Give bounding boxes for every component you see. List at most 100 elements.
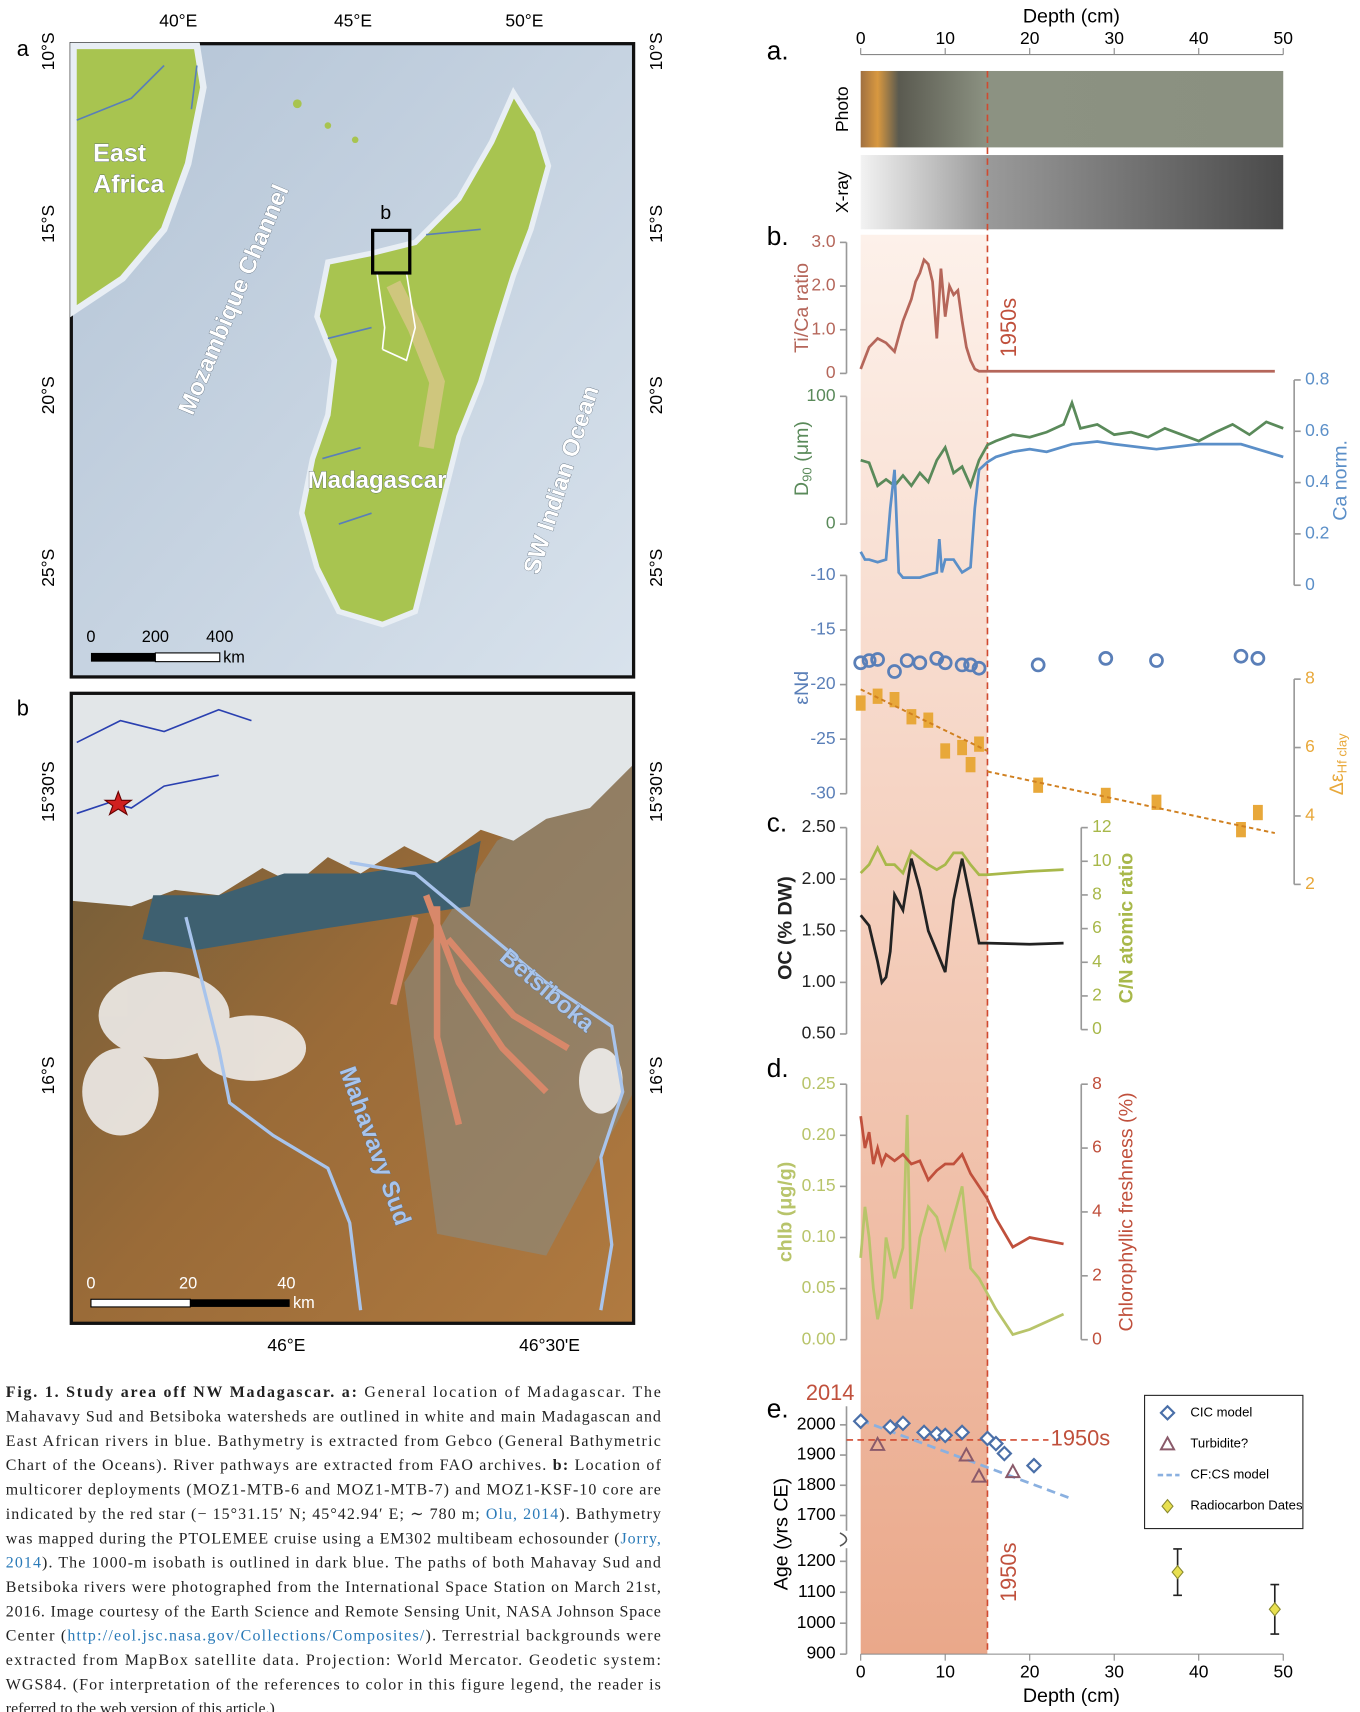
caption-text: b: bbox=[553, 1457, 568, 1474]
caption-text: Mahavavy Sud and Betsiboka watersheds ar… bbox=[6, 1408, 661, 1425]
y-tick-label: 1200 bbox=[797, 1550, 836, 1570]
y-tick-label: 0.6 bbox=[1305, 420, 1329, 440]
x-tick-label: 50 bbox=[1274, 28, 1294, 48]
y-axis-title: OC (% DW) bbox=[775, 876, 797, 980]
lat-label: 25°S bbox=[38, 549, 58, 587]
caption-text: ). Terrestrial backgrounds were bbox=[426, 1627, 661, 1644]
x-tick-label: 0 bbox=[856, 28, 866, 48]
y-tick-label: 2.00 bbox=[802, 868, 836, 888]
caption-text: was mapped during the PTOLEMEE cruise us… bbox=[6, 1530, 620, 1547]
scale-label: 400 bbox=[206, 628, 233, 646]
strip-label: Photo bbox=[832, 86, 852, 132]
legend-label: CIC model bbox=[1190, 1404, 1252, 1419]
caption-text: http://eol.jsc.nasa.gov/Collections/Comp… bbox=[67, 1627, 425, 1644]
caption-line: extracted from MapBox satellite data. Pr… bbox=[6, 1652, 661, 1669]
y-tick-label: 0.25 bbox=[802, 1073, 836, 1093]
data-point bbox=[1033, 778, 1043, 793]
lat-label: 20°S bbox=[646, 376, 666, 414]
caption-text: Betsiboka rivers were photographed from … bbox=[6, 1579, 661, 1596]
y-tick-label: 1.00 bbox=[802, 971, 836, 991]
x-tick-label: 40 bbox=[1189, 1661, 1209, 1681]
y-tick-label: 2 bbox=[1092, 985, 1102, 1005]
caption-text: East African rivers in blue. Bathymetry … bbox=[6, 1433, 661, 1450]
panel-label: a. bbox=[767, 35, 789, 65]
island bbox=[352, 136, 359, 143]
radiocarbon-point bbox=[1269, 1603, 1280, 1616]
y-axis-title-part: 90 bbox=[800, 467, 815, 482]
y-tick-label: 8 bbox=[1092, 1073, 1102, 1093]
y-axis-title-part: Δε bbox=[1326, 773, 1348, 795]
x-tick-label: 0 bbox=[856, 1661, 866, 1681]
scale-label: 20 bbox=[179, 1274, 197, 1292]
y-axis-title: Age (yrs CE) bbox=[770, 1478, 792, 1590]
y-axis-title-part: (μm) bbox=[791, 421, 813, 467]
y-tick-label: 8 bbox=[1305, 668, 1315, 688]
y-tick-label: 1800 bbox=[797, 1474, 836, 1494]
x-tick-label: 40 bbox=[1189, 28, 1209, 48]
caption-line: Center (http://eol.jsc.nasa.gov/Collecti… bbox=[6, 1627, 661, 1644]
lat-label: 15°30'S bbox=[38, 761, 58, 822]
lat-label: 15°S bbox=[646, 205, 666, 243]
lat-label: 15°S bbox=[38, 205, 58, 243]
inset-label: b bbox=[380, 202, 391, 224]
y-tick-label: 4 bbox=[1092, 951, 1102, 971]
caption-line: Fig. 1. Study area off NW Madagascar. a:… bbox=[6, 1384, 661, 1401]
y-tick-label: -25 bbox=[810, 728, 835, 748]
panel-label: d. bbox=[767, 1053, 789, 1083]
caption-line: referred to the web version of this arti… bbox=[6, 1700, 275, 1712]
data-point bbox=[957, 740, 967, 755]
y-tick-label: 0.00 bbox=[802, 1328, 836, 1348]
caption-line: was mapped during the PTOLEMEE cruise us… bbox=[6, 1530, 661, 1547]
caption-line: WGS84. (For interpretation of the refere… bbox=[6, 1676, 661, 1693]
figure: b a East Africa Mozambique Channel Madag… bbox=[0, 0, 1360, 1712]
map-b: Betsiboka Mahavavy Sud b 0 20 40 km bbox=[17, 693, 634, 1323]
panel-label: e. bbox=[767, 1394, 789, 1424]
lat-label: 16°S bbox=[38, 1056, 58, 1094]
cic-point bbox=[998, 1447, 1011, 1460]
data-point bbox=[1032, 659, 1044, 671]
caption-text: Chart of the Oceans). River pathways are… bbox=[6, 1457, 552, 1474]
caption-text: ). Bathymetry bbox=[559, 1506, 661, 1523]
lon-label: 50°E bbox=[505, 10, 543, 30]
axis-break bbox=[840, 1533, 847, 1546]
y-tick-label: -15 bbox=[810, 619, 835, 639]
data-point bbox=[940, 743, 950, 758]
event-label: 1950s bbox=[996, 298, 1021, 358]
x-tick-label: 30 bbox=[1105, 28, 1125, 48]
y-tick-label: 6 bbox=[1305, 736, 1315, 756]
event-label: 1950s bbox=[1051, 1426, 1111, 1451]
core-xray bbox=[861, 155, 1284, 229]
y-tick-label: 0 bbox=[826, 362, 836, 382]
data-point bbox=[1235, 650, 1247, 662]
scale-bar bbox=[91, 653, 155, 662]
y-tick-label: 100 bbox=[806, 385, 835, 405]
scale-bar bbox=[155, 653, 219, 662]
caption-line: multicorer deployments (MOZ1-MTB-6 and M… bbox=[6, 1481, 661, 1498]
y-tick-label: 2 bbox=[1092, 1264, 1102, 1284]
y-tick-label: 1700 bbox=[797, 1504, 836, 1524]
y-tick-label: 4 bbox=[1305, 805, 1315, 825]
data-point bbox=[1253, 805, 1263, 820]
caption-text: Fig. 1. Study area off NW Madagascar. a: bbox=[6, 1384, 357, 1401]
island bbox=[325, 122, 332, 129]
y-tick-label: 12 bbox=[1092, 816, 1111, 836]
x-tick-label: 20 bbox=[1020, 28, 1040, 48]
data-point bbox=[966, 757, 976, 772]
y-axis-title: Chlorophyllic freshness (%) bbox=[1115, 1092, 1137, 1331]
caption-line: 2014). The 1000-m isobath is outlined in… bbox=[6, 1554, 661, 1571]
caption-text: ). The 1000-m isobath is outlined in dar… bbox=[42, 1554, 661, 1571]
y-axis-title: Ca norm. bbox=[1329, 440, 1351, 521]
x-axis-title: Depth (cm) bbox=[1023, 1685, 1120, 1707]
x-tick-label: 50 bbox=[1274, 1661, 1294, 1681]
y-tick-label: -10 bbox=[810, 564, 836, 584]
y-tick-label: 1100 bbox=[798, 1581, 836, 1601]
y-tick-label: 1000 bbox=[797, 1612, 836, 1632]
lat-label: 10°S bbox=[646, 32, 666, 70]
y-tick-label: 0.50 bbox=[802, 1023, 836, 1043]
panel-label: b bbox=[17, 695, 29, 720]
y-axis-title-part: Hf clay bbox=[1335, 733, 1350, 773]
radiocarbon-point bbox=[1172, 1566, 1183, 1579]
caption-text: Center ( bbox=[6, 1627, 66, 1644]
map-a: b a East Africa Mozambique Channel Madag… bbox=[17, 36, 634, 677]
caption-text: 2016. Image courtesy of the Earth Scienc… bbox=[6, 1603, 661, 1620]
